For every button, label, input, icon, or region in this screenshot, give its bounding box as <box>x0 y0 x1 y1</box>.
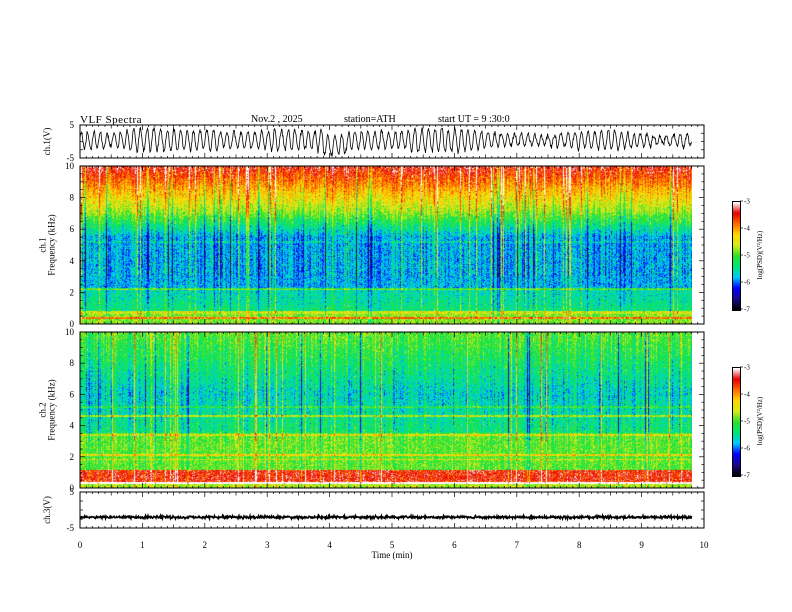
y-axis-label: ch.1 <box>38 237 48 252</box>
x-tick-label: 0 <box>78 540 83 550</box>
y-tick-label: -5 <box>67 153 75 163</box>
y-tick-label: 2 <box>70 287 75 297</box>
start-time-label: start UT = 9 :30:0 <box>438 114 510 125</box>
y-tick-label: 0 <box>70 319 75 329</box>
y-tick-label: 8 <box>70 193 75 203</box>
colorbar-tick-label: -4 <box>744 225 750 233</box>
ch1-spectrogram-frame <box>79 165 705 325</box>
ch3-waveform-line <box>79 512 693 522</box>
ch1-colorbar <box>732 201 741 311</box>
colorbar-label: log(PSD)(V²/Hz) <box>756 230 764 279</box>
colorbar-tick-label: -5 <box>744 252 750 260</box>
y-tick-label: 8 <box>70 358 75 368</box>
y-tick-label: 4 <box>70 421 75 431</box>
x-tick-label: 3 <box>265 540 270 550</box>
y-tick-label: 6 <box>70 224 75 234</box>
y-tick-label: 4 <box>70 256 75 266</box>
colorbar-tick-label: -7 <box>744 306 750 314</box>
y-tick-label: -5 <box>67 523 75 533</box>
x-tick-label: 2 <box>203 540 208 550</box>
x-tick-label: 8 <box>577 540 582 550</box>
x-tick-label: 5 <box>390 540 395 550</box>
y-axis-label: Frequency (kHz) <box>47 379 57 440</box>
ch3-waveform-frame <box>79 491 705 529</box>
colorbar-tick-label: -4 <box>744 391 750 399</box>
colorbar-label: log(PSD)(V²/Hz) <box>756 396 764 445</box>
x-tick-label: 9 <box>639 540 644 550</box>
y-tick-label: 6 <box>70 389 75 399</box>
date-label: Nov.2 , 2025 <box>251 114 303 125</box>
y-tick-label: 5 <box>70 487 75 497</box>
y-tick-label: 10 <box>65 161 75 171</box>
colorbar-tick-label: -6 <box>744 445 750 453</box>
figure-title: VLF Spectra <box>80 114 143 126</box>
ch2-spectrogram-frame <box>79 331 705 489</box>
x-tick-label: 10 <box>700 540 710 550</box>
ch1-spectrogram-image <box>80 166 692 324</box>
y-tick-label: 0 <box>70 483 75 493</box>
y-tick-label: 10 <box>65 327 75 337</box>
ch2-spectrogram-image <box>80 332 692 488</box>
colorbar-tick-label: -3 <box>744 364 750 372</box>
ch2-colorbar <box>732 367 741 477</box>
station-label: station=ATH <box>344 114 396 125</box>
y-tick-label: 2 <box>70 452 75 462</box>
colorbar-tick-label: -6 <box>744 279 750 287</box>
colorbar-tick-label: -7 <box>744 472 750 480</box>
ch1-waveform-line <box>79 126 692 157</box>
x-tick-label: 4 <box>327 540 332 550</box>
x-tick-label: 1 <box>140 540 145 550</box>
y-axis-label: Frequency (kHz) <box>47 214 57 275</box>
colorbar-tick-label: -5 <box>744 418 750 426</box>
x-tick-label: 7 <box>515 540 520 550</box>
y-axis-label: ch.2 <box>38 402 48 417</box>
x-axis-label: Time (min) <box>372 550 413 560</box>
colorbar-tick-label: -3 <box>744 198 750 206</box>
y-tick-label: 5 <box>70 120 75 130</box>
y-axis-label: ch.1(V) <box>42 128 52 156</box>
x-tick-label: 6 <box>452 540 457 550</box>
y-axis-label: ch.3(V) <box>42 496 52 524</box>
